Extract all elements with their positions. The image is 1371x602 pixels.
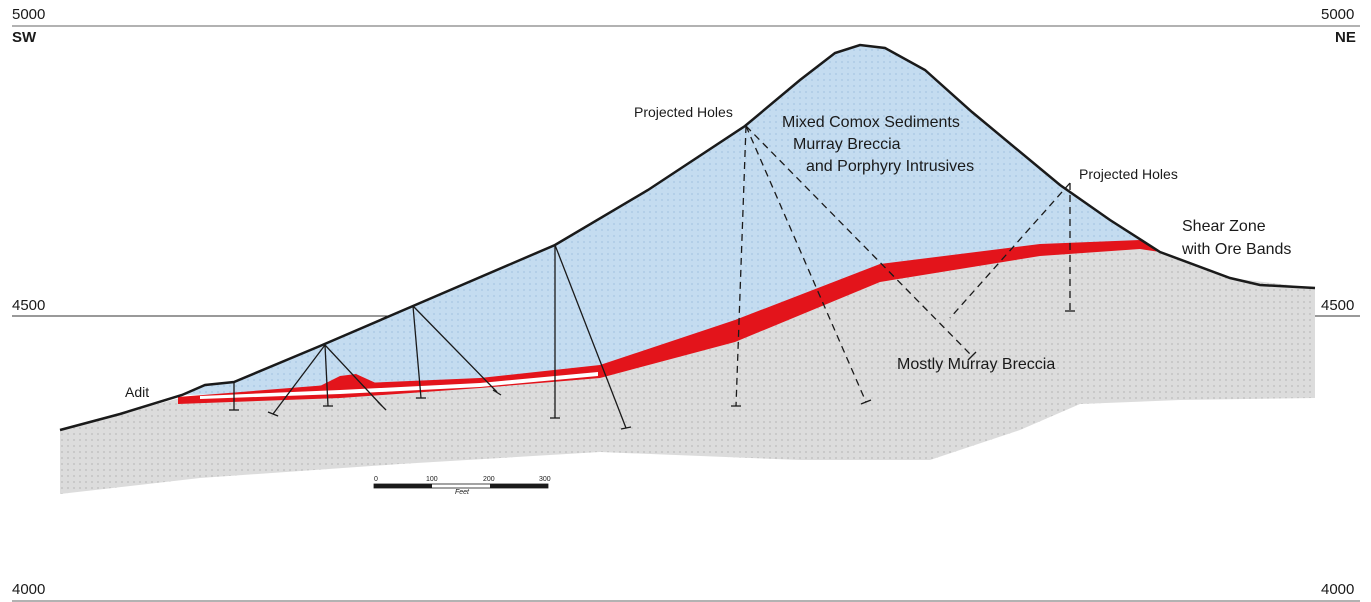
ground-surface-profile bbox=[59, 43, 1316, 432]
scale-tick-300: 300 bbox=[539, 476, 551, 483]
shear-zone-label-line2: with Ore Bands bbox=[1182, 241, 1292, 258]
lower-unit-label: Mostly Murray Breccia bbox=[897, 356, 1056, 373]
projected-holes-right bbox=[949, 182, 1071, 319]
lower-unit-area bbox=[60, 248, 1315, 494]
drill-holes bbox=[229, 244, 632, 430]
upper-unit-label-line3: and Porphyry Intrusives bbox=[806, 158, 975, 175]
scale-unit-label: Feet bbox=[455, 489, 470, 496]
projected-holes-left bbox=[735, 125, 973, 407]
projected-holes-label-left: Projected Holes bbox=[634, 104, 733, 120]
scale-tick-0: 0 bbox=[374, 476, 378, 483]
projected-holes-left-ends bbox=[731, 351, 977, 407]
ore-band-white-streak bbox=[200, 372, 598, 399]
upper-unit-label-line2: Murray Breccia bbox=[793, 136, 901, 153]
scale-tick-200: 200 bbox=[483, 476, 495, 483]
shear-zone-label-line1: Shear Zone bbox=[1182, 218, 1266, 235]
upper-unit-area bbox=[182, 45, 1160, 395]
scale-bar bbox=[373, 483, 549, 489]
elevation-label-4000-left: 4000 bbox=[12, 581, 46, 598]
direction-label-sw: SW bbox=[12, 29, 37, 46]
elevation-label-5000-left: 5000 bbox=[12, 6, 46, 23]
upper-unit-label-line1: Mixed Comox Sediments bbox=[782, 114, 960, 131]
direction-label-ne: NE bbox=[1335, 29, 1356, 46]
adit-label: Adit bbox=[125, 384, 150, 400]
elevation-label-5000-right: 5000 bbox=[1321, 6, 1355, 23]
elevation-label-4500-right: 4500 bbox=[1321, 297, 1355, 314]
elevation-label-4500-left: 4500 bbox=[12, 297, 46, 314]
elevation-label-4000-right: 4000 bbox=[1321, 581, 1355, 598]
scale-tick-100: 100 bbox=[426, 476, 438, 483]
projected-holes-label-right: Projected Holes bbox=[1079, 166, 1178, 182]
